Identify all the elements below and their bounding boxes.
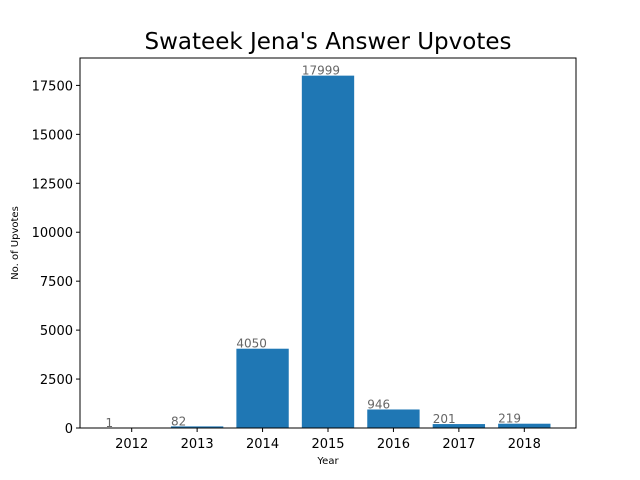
x-tick-label: 2012: [115, 437, 148, 452]
bar-2013: [170, 426, 224, 428]
x-tick-label: 2015: [311, 437, 344, 452]
data-label-2013: 82: [171, 414, 186, 428]
data-label-2016: 946: [367, 397, 390, 411]
data-label-2012: 1: [106, 416, 114, 430]
y-tick-label: 7500: [40, 275, 73, 290]
bar-labels-group: 1 82 4050 17999 946 201 219: [106, 64, 522, 430]
x-axis-label: Year: [316, 456, 339, 467]
x-tick-label: 2014: [246, 437, 279, 452]
x-tick-label: 2013: [181, 437, 214, 452]
data-label-2017: 201: [433, 412, 456, 426]
x-axis: 2012 2013 2014 2015 2016 2017 2018: [115, 428, 541, 452]
bar-2015: [301, 75, 355, 429]
y-tick-label: 2500: [40, 373, 73, 388]
bar-2018: [498, 423, 551, 428]
x-tick-label: 2017: [442, 437, 475, 452]
y-tick-label: 15000: [32, 128, 73, 143]
data-label-2015: 17999: [302, 64, 340, 78]
data-label-2018: 219: [498, 412, 521, 426]
x-tick-label: 2016: [377, 437, 410, 452]
x-tick-label: 2018: [508, 437, 541, 452]
y-tick-label: 17500: [32, 79, 73, 94]
bar-2014: [236, 348, 289, 428]
bar-2017: [432, 424, 486, 428]
y-tick-label: 12500: [32, 177, 73, 192]
y-tick-label: 5000: [40, 324, 73, 339]
chart-title: Swateek Jena's Answer Upvotes: [145, 29, 512, 55]
plot-area: 1 82 4050 17999 946 201 219: [79, 57, 577, 430]
bar-2016: [367, 409, 420, 428]
data-label-2014: 4050: [236, 337, 267, 351]
y-tick-label: 0: [65, 422, 73, 437]
y-tick-label: 10000: [32, 226, 73, 241]
y-axis: 0 2500 5000 7500 10000 12500 15000 17500: [32, 79, 80, 437]
y-axis-label: No. of Upvotes: [10, 206, 21, 280]
bars-group: [105, 75, 551, 429]
